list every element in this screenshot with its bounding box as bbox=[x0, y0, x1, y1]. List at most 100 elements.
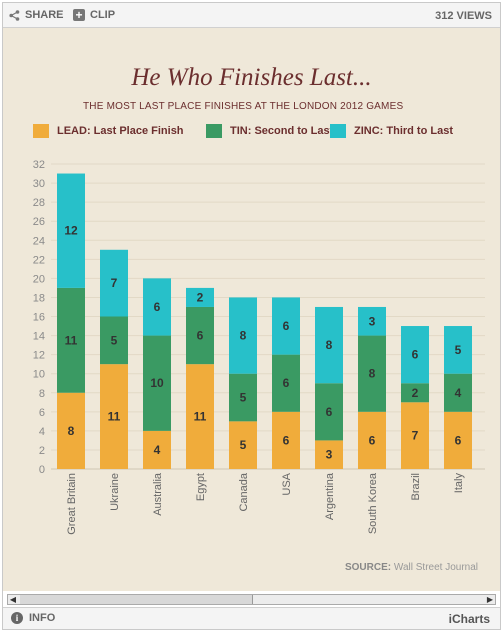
scroll-right-icon[interactable]: ▶ bbox=[486, 595, 494, 604]
data-label: 11 bbox=[194, 410, 207, 424]
x-tick-label: Ukraine bbox=[109, 473, 121, 511]
y-tick-label: 18 bbox=[33, 292, 45, 304]
y-tick-label: 12 bbox=[33, 350, 45, 362]
data-label: 12 bbox=[64, 224, 78, 238]
bar-segment bbox=[229, 421, 257, 469]
data-label: 6 bbox=[369, 433, 376, 447]
bar-segment bbox=[358, 306, 386, 336]
bar-segment bbox=[57, 173, 85, 288]
data-label: 8 bbox=[326, 338, 333, 352]
data-label: 6 bbox=[283, 319, 290, 333]
info-icon: i bbox=[11, 612, 23, 624]
x-tick-label: Great Britain bbox=[66, 473, 78, 535]
share-label: SHARE bbox=[25, 9, 64, 21]
bar-segment bbox=[57, 287, 85, 393]
y-tick-label: 16 bbox=[33, 312, 45, 324]
source-text: Wall Street Journal bbox=[393, 562, 478, 573]
info-label: INFO bbox=[29, 612, 56, 624]
x-tick-label: Argentina bbox=[324, 472, 336, 520]
views-count: 312 VIEWS bbox=[435, 10, 492, 22]
legend-item-lead: LEAD: Last Place Finish bbox=[33, 124, 184, 138]
data-label: 6 bbox=[197, 329, 204, 343]
source-prefix: SOURCE: bbox=[344, 562, 392, 573]
toolbar: SHARE + CLIP 312 VIEWS bbox=[3, 3, 500, 28]
plus-icon: + bbox=[73, 9, 85, 21]
bar-segment bbox=[100, 364, 128, 469]
bar-segment bbox=[186, 306, 214, 365]
y-tick-label: 10 bbox=[33, 369, 45, 381]
data-label: 4 bbox=[154, 443, 161, 457]
chart-subtitle: THE MOST LAST PLACE FINISHES AT THE LOND… bbox=[83, 101, 404, 112]
data-label: 8 bbox=[369, 367, 376, 381]
bar-segment bbox=[143, 278, 171, 336]
data-label: 6 bbox=[283, 433, 290, 447]
legend-item-zinc: ZINC: Third to Last bbox=[330, 124, 453, 138]
footer-bar: i INFO iCharts bbox=[3, 607, 500, 629]
y-tick-label: 30 bbox=[33, 178, 45, 190]
scroll-left-icon[interactable]: ◀ bbox=[9, 595, 17, 604]
data-label: 7 bbox=[412, 429, 419, 443]
x-tick-label: Australia bbox=[152, 472, 164, 516]
data-label: 6 bbox=[412, 348, 419, 362]
data-label: 3 bbox=[369, 314, 376, 328]
data-label: 7 bbox=[111, 276, 118, 290]
bar-segment bbox=[100, 249, 128, 317]
data-label: 3 bbox=[326, 448, 333, 462]
legend-item-tin: TIN: Second to Last bbox=[206, 124, 333, 138]
bar-segment bbox=[401, 326, 429, 384]
y-tick-label: 28 bbox=[33, 197, 45, 209]
data-label: 5 bbox=[240, 391, 247, 405]
y-tick-label: 2 bbox=[39, 445, 45, 457]
source-note: SOURCE: Wall Street Journal bbox=[345, 562, 478, 573]
legend-label-zinc: ZINC: Third to Last bbox=[354, 125, 453, 137]
y-tick-label: 22 bbox=[33, 254, 45, 266]
bar-segment bbox=[315, 306, 343, 384]
bar-segment bbox=[272, 297, 300, 355]
x-tick-label: Italy bbox=[453, 473, 465, 494]
clip-button[interactable]: + CLIP bbox=[73, 9, 115, 21]
legend-swatch-zinc bbox=[330, 124, 346, 138]
data-label: 8 bbox=[68, 424, 75, 438]
chart-area: He Who Finishes Last... THE MOST LAST PL… bbox=[3, 28, 500, 591]
bar-segment bbox=[401, 402, 429, 469]
bar-segment bbox=[401, 383, 429, 403]
data-label: 10 bbox=[150, 376, 164, 390]
data-label: 6 bbox=[154, 300, 161, 314]
bar-segment bbox=[444, 326, 472, 374]
horizontal-scrollbar[interactable]: ◀ ▶ bbox=[7, 594, 496, 605]
x-tick-label: Brazil bbox=[410, 473, 422, 501]
data-label: 8 bbox=[240, 329, 247, 343]
data-label: 6 bbox=[455, 433, 462, 447]
bar-segment bbox=[229, 297, 257, 374]
bar-segment bbox=[315, 440, 343, 469]
data-label: 5 bbox=[111, 333, 118, 347]
share-button[interactable]: SHARE bbox=[9, 9, 64, 21]
clip-label: CLIP bbox=[90, 9, 116, 21]
y-tick-label: 32 bbox=[33, 159, 45, 171]
legend-label-tin: TIN: Second to Last bbox=[230, 125, 334, 137]
bar-segment bbox=[186, 364, 214, 469]
y-tick-label: 4 bbox=[39, 426, 45, 438]
y-tick-label: 26 bbox=[33, 216, 45, 228]
data-label: 4 bbox=[455, 386, 462, 400]
scroll-thumb[interactable] bbox=[20, 595, 253, 604]
bar-segment bbox=[186, 287, 214, 307]
bar-segment bbox=[229, 373, 257, 422]
brand-logo: iCharts bbox=[448, 612, 490, 626]
info-button[interactable]: i INFO bbox=[11, 612, 55, 624]
chart-title: He Who Finishes Last... bbox=[131, 64, 372, 91]
bar-segment bbox=[100, 316, 128, 365]
legend-swatch-tin bbox=[206, 124, 222, 138]
share-icon bbox=[9, 9, 20, 21]
data-label: 5 bbox=[240, 438, 247, 452]
x-tick-label: South Korea bbox=[367, 472, 379, 534]
data-label: 11 bbox=[65, 333, 78, 347]
x-tick-label: Egypt bbox=[195, 473, 207, 501]
bar-segment bbox=[143, 335, 171, 431]
x-tick-label: USA bbox=[281, 472, 293, 495]
y-tick-label: 0 bbox=[39, 464, 45, 476]
y-tick-label: 6 bbox=[39, 407, 45, 419]
bar-segment bbox=[57, 392, 85, 469]
data-label: 6 bbox=[283, 376, 290, 390]
